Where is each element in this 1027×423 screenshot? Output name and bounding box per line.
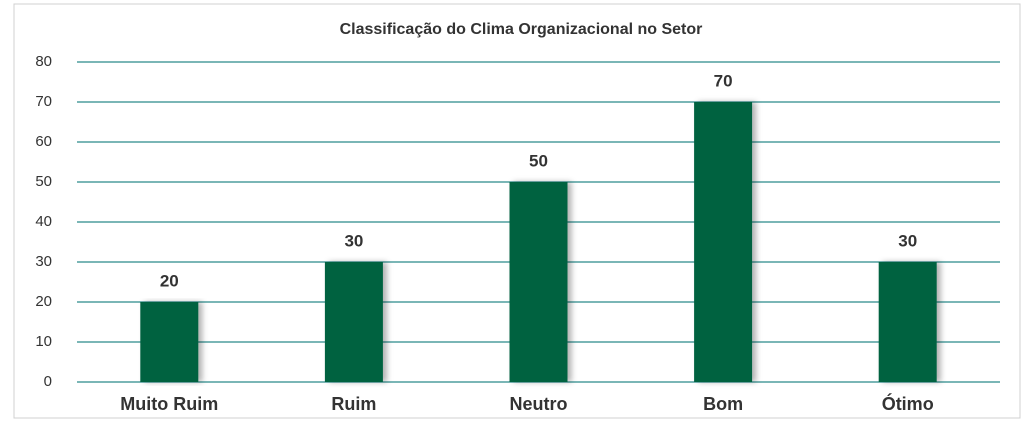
data-label: 30 [344, 231, 363, 250]
data-label: 20 [160, 271, 179, 290]
x-tick-label: Ruim [331, 394, 376, 414]
x-tick-label: Bom [703, 394, 743, 414]
bar [324, 262, 383, 382]
data-label: 30 [898, 231, 917, 250]
y-tick-label: 60 [35, 133, 52, 150]
bar [509, 182, 568, 382]
chart-title: Classificação do Clima Organizacional no… [340, 21, 703, 38]
x-tick-label: Muito Ruim [120, 394, 218, 414]
y-tick-label: 0 [44, 373, 52, 390]
bar [140, 302, 199, 382]
data-label: 70 [714, 71, 733, 90]
bar [878, 262, 937, 382]
y-tick-label: 40 [35, 213, 52, 230]
x-tick-label: Ótimo [882, 393, 934, 414]
bar [694, 102, 753, 382]
y-tick-label: 50 [35, 173, 52, 190]
x-tick-label: Neutro [510, 394, 568, 414]
y-tick-label: 30 [35, 253, 52, 270]
y-tick-label: 80 [35, 53, 52, 70]
y-tick-label: 70 [35, 93, 52, 110]
data-label: 50 [529, 151, 548, 170]
y-tick-label: 10 [35, 333, 52, 350]
y-tick-label: 20 [35, 293, 52, 310]
